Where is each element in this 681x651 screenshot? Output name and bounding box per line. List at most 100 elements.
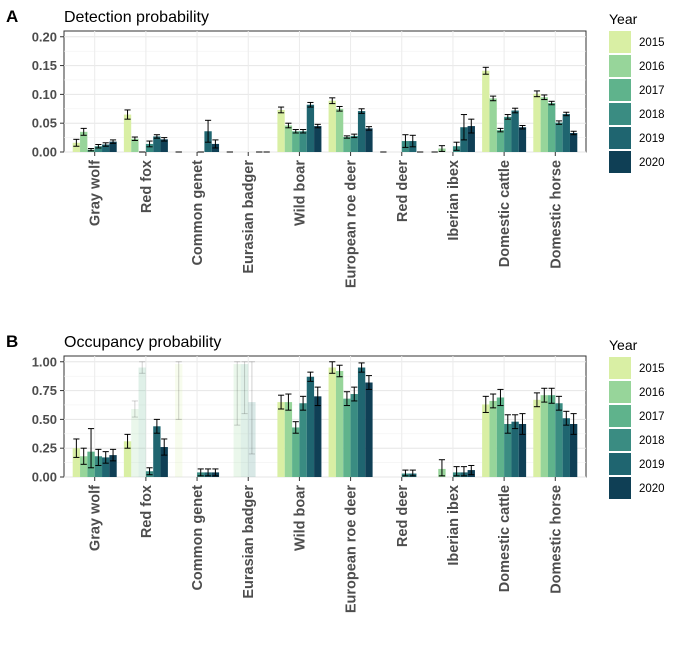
x-tick-label-european-roe-deer: European roe deer [344,160,360,288]
panel-title-occupancy: Occupancy probability [64,334,221,351]
bar-red-fox-2015 [123,114,132,152]
y-tick-label: 0.75 [32,383,57,398]
legend-key-2019 [609,127,631,149]
bar-gray-wolf-2016 [80,131,88,152]
bar-domestic-cattle-2015 [482,70,490,152]
bar-domestic-horse-2018 [555,122,563,152]
bar-domestic-horse-2018 [555,403,563,477]
legend-label-2016: 2016 [639,387,665,399]
x-tick-label-red-deer: Red deer [395,160,411,222]
bar-domestic-horse-2019 [562,113,570,152]
legend-b: Year 2015 2016 2017 2018 2019 2020 [609,337,665,499]
y-tick-label: 1.00 [32,354,57,369]
legend-key-2020 [609,477,631,499]
x-tick-label-iberian-ibex: Iberian ibex [446,485,462,566]
bar-domestic-cattle-2020 [518,423,527,477]
bar-domestic-horse-2017 [547,395,556,477]
bar-gray-wolf-2015 [72,448,81,477]
bar-wild-boar-2017 [292,427,300,477]
x-tick-label-gray-wolf: Gray wolf [88,160,104,226]
legend-label-2017: 2017 [639,85,665,97]
bar-european-roe-deer-2020 [365,382,373,477]
legend-label-2015: 2015 [639,363,665,375]
bar-wild-boar-2016 [284,402,293,477]
legend-items-b: 2015 2016 2017 2018 2019 2020 [609,357,665,499]
bar-domestic-cattle-2017 [496,397,505,477]
bar-european-roe-deer-2017 [343,398,351,477]
legend-label-2019: 2019 [639,133,665,145]
legend-key-2018 [609,429,631,451]
bar-wild-boar-2018 [299,403,307,477]
y-tick-label: 0.50 [32,412,57,427]
x-tick-label-european-roe-deer: European roe deer [344,485,360,613]
bar-wild-boar-2019 [306,104,315,152]
bar-domestic-horse-2020 [569,423,578,477]
bar-red-fox-2020 [160,447,168,477]
bars-b [72,361,578,477]
x-tick-label-domestic-horse: Domestic horse [548,485,564,594]
legend-title-b: Year [609,337,638,353]
x-tick-label-gray-wolf: Gray wolf [88,485,104,551]
x-tick-label-domestic-horse: Domestic horse [548,160,564,269]
legend-key-2017 [609,405,631,427]
ticks-b: 0.00 0.25 0.50 0.75 1.00 Gray wolf Red fox Comm… [32,354,565,613]
bar-gray-wolf-2020 [109,455,117,477]
bar-eurasian-badger-2016 [233,364,241,477]
bar-domestic-horse-2016 [540,97,548,152]
legend-label-2020: 2020 [639,157,665,169]
bar-european-roe-deer-2018 [350,135,358,152]
bars-a [72,66,578,153]
y-tick-label: 0.00 [32,145,57,160]
bar-domestic-horse-2015 [533,93,541,152]
legend-label-2019: 2019 [639,459,665,471]
legend-label-2020: 2020 [639,483,665,495]
legend-key-2015 [609,31,631,53]
bar-wild-boar-2020 [314,396,322,477]
bar-european-roe-deer-2015 [328,100,336,152]
x-tick-label-red-fox: Red fox [139,160,155,213]
panel-occupancy: B Occupancy probability 0.00 0.25 0.50 0.75… [6,332,587,613]
bar-european-roe-deer-2017 [343,137,351,152]
x-tick-label-red-deer: Red deer [395,485,411,547]
bar-domestic-cattle-2018 [504,116,512,152]
bar-domestic-cattle-2018 [504,423,512,477]
bar-red-fox-2016 [131,409,139,477]
legend-key-2018 [609,103,631,125]
bar-red-fox-2019 [153,426,161,477]
bar-domestic-horse-2019 [562,418,570,477]
bar-eurasian-badger-2017 [240,364,249,477]
panel-title-detection: Detection probability [64,9,209,26]
legend-label-2015: 2015 [639,37,665,49]
bar-domestic-cattle-2020 [518,127,527,152]
bar-domestic-cattle-2019 [511,110,519,152]
y-tick-label: 0.25 [32,441,57,456]
bar-european-roe-deer-2015 [328,367,336,477]
bar-domestic-cattle-2019 [511,421,519,477]
legend-items-a: 2015 2016 2017 2018 2019 2020 [609,31,665,173]
bar-iberian-ibex-2020 [467,126,475,152]
bar-gray-wolf-2015 [72,142,81,152]
bar-common-genet-2015 [175,364,183,477]
x-tick-label-common-genet: Common genet [190,160,206,266]
panel-letter-b: B [6,332,18,351]
legend-label-2016: 2016 [639,61,665,73]
bar-european-roe-deer-2018 [350,394,358,477]
bar-wild-boar-2019 [306,376,315,477]
bar-wild-boar-2017 [292,131,300,152]
bar-european-roe-deer-2016 [335,370,344,477]
bar-gray-wolf-2019 [102,144,110,152]
y-tick-label: 0.15 [32,58,57,73]
y-tick-label: 0.05 [32,116,57,131]
bar-gray-wolf-2019 [102,457,110,477]
bar-domestic-horse-2017 [547,103,556,152]
x-tick-label-domestic-cattle: Domestic cattle [497,485,513,592]
bar-wild-boar-2020 [314,126,322,152]
bar-red-fox-2019 [153,136,161,152]
x-tick-label-eurasian-badger: Eurasian badger [241,485,257,599]
x-tick-label-red-fox: Red fox [139,485,155,538]
legend-key-2016 [609,381,631,403]
legend-key-2015 [609,357,631,379]
legend-label-2018: 2018 [639,435,665,447]
bar-domestic-cattle-2016 [489,98,497,152]
